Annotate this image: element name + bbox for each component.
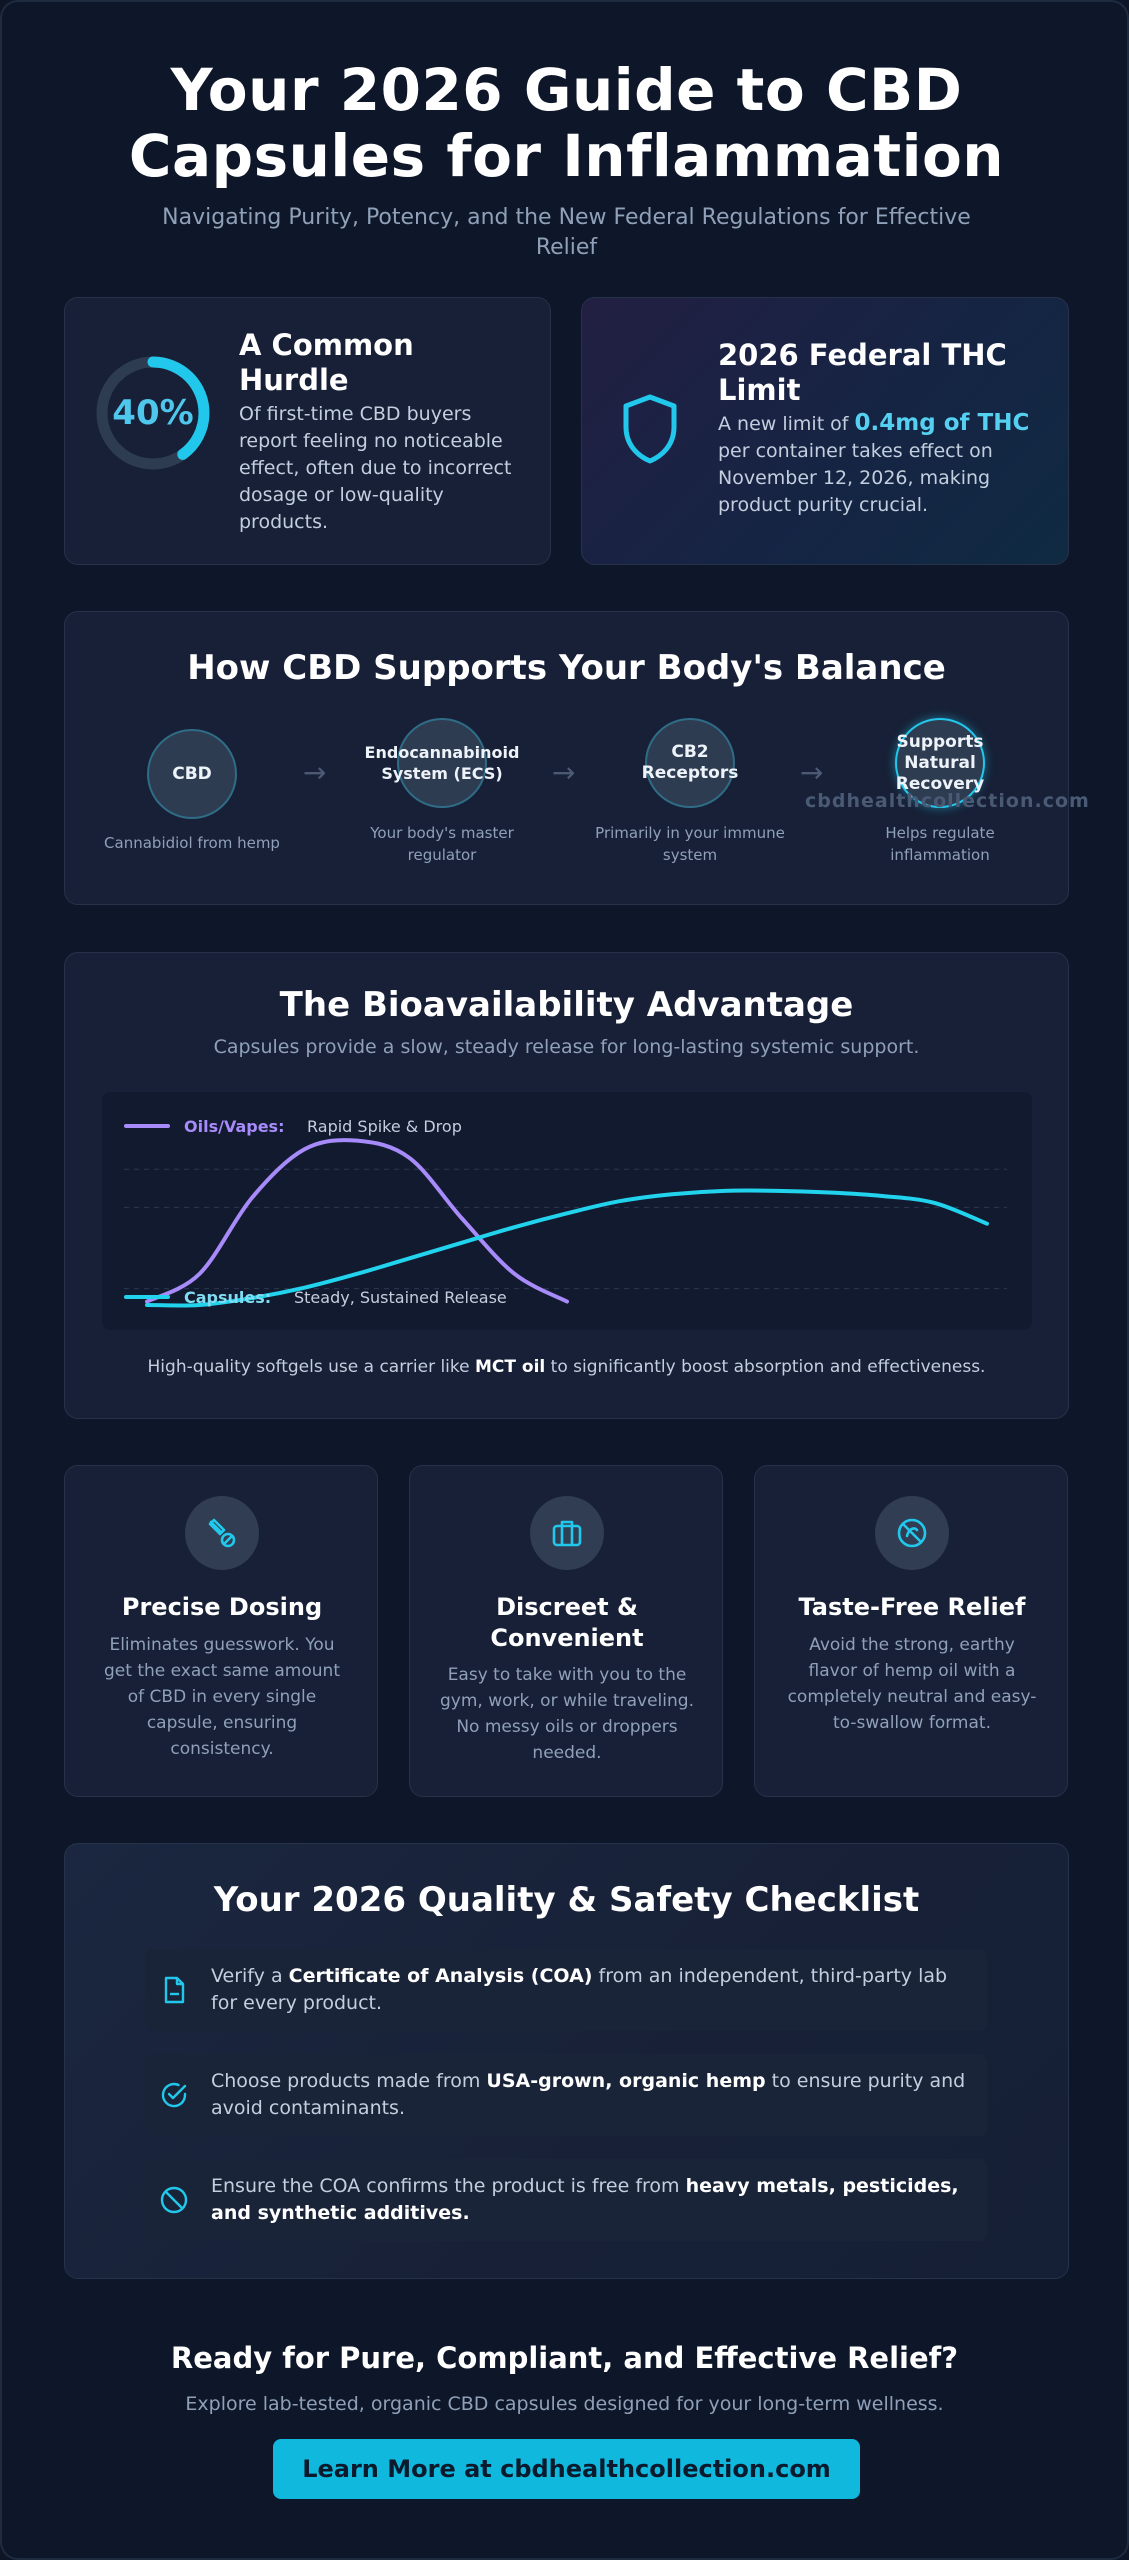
cta-subtitle: Explore lab-tested, organic CBD capsules… <box>185 2393 944 2415</box>
title-line-1: Your 2026 Guide to CBD <box>170 56 963 124</box>
checklist-text-start: Verify a <box>211 1965 289 1987</box>
feature-card-dosing: Precise Dosing Eliminates guesswork. You… <box>64 1465 378 1797</box>
arrow-right-icon: → <box>800 756 824 789</box>
node-cb2-caption: Primarily in your immune system <box>595 824 785 864</box>
checklist-text-bold: Certificate of Analysis (COA) <box>288 1965 593 1987</box>
thc-body-start: A new limit of <box>718 413 855 435</box>
ban-icon <box>160 2186 188 2214</box>
checklist-text: Verify a Certificate of Analysis (COA) f… <box>211 1963 971 2017</box>
learn-more-button[interactable]: Learn More at cbdhealthcollection.com <box>273 2439 860 2499</box>
thc-limit-title: 2026 Federal THC Limit <box>718 338 1007 407</box>
legend-oils-name: Oils/Vapes: <box>184 1117 284 1136</box>
checklist-item: Choose products made from USA-grown, org… <box>145 2054 987 2136</box>
feature-body: Easy to take with you to the gym, work, … <box>440 1665 694 1763</box>
checklist-text-start: Ensure the COA confirms the product is f… <box>211 2175 686 2197</box>
checklist-text-end: to ensure purity and avoid contaminants. <box>211 2070 966 2119</box>
pill-icon <box>185 1496 259 1570</box>
title-line-2: Capsules for Inflammation <box>128 122 1005 190</box>
checklist-section: Your 2026 Quality & Safety Checklist Ver… <box>64 1843 1069 2279</box>
checklist-text-bold: USA-grown, organic hemp <box>486 2070 766 2092</box>
feature-card-discreet: Discreet & Convenient Easy to take with … <box>409 1465 723 1797</box>
release-chart: Oils/Vapes: Rapid Spike & Drop Capsules:… <box>102 1092 1032 1330</box>
legend-capsules-name: Capsules: <box>184 1288 271 1307</box>
arrow-right-icon: → <box>303 756 327 789</box>
feature-title: Precise Dosing <box>121 1593 323 1621</box>
thc-highlight: 0.4mg of THC <box>854 410 1030 436</box>
ecs-section: How CBD Supports Your Body's Balance CBD… <box>64 611 1089 905</box>
legend-oils-desc: Rapid Spike & Drop <box>307 1117 462 1136</box>
feature-body: Avoid the strong, earthy flavor of hemp … <box>787 1635 1037 1733</box>
hurdle-body: Of first-time CBD buyers report feeling … <box>239 403 512 533</box>
page-subtitle: Navigating Purity, Potency, and the New … <box>162 205 971 260</box>
legend-capsules-desc: Steady, Sustained Release <box>294 1288 507 1307</box>
node-cbd-caption: Cannabidiol from hemp <box>104 834 280 852</box>
checklist-text-start: Choose products made from <box>211 2070 487 2092</box>
capsules-series-line <box>145 1188 989 1308</box>
checklist-item: Verify a Certificate of Analysis (COA) f… <box>145 1949 987 2031</box>
no-taste-icon <box>875 1496 949 1570</box>
briefcase-icon <box>530 1496 604 1570</box>
checklist-item: Ensure the COA confirms the product is f… <box>145 2159 987 2241</box>
bio-title: The Bioavailability Advantage <box>279 985 854 1025</box>
hurdle-card: 40% A Common Hurdle Of first-time CBD bu… <box>64 297 551 565</box>
thc-limit-card: 2026 Federal THC Limit A new limit of 0.… <box>581 297 1069 565</box>
node-cb2: CB2 Receptors <box>642 718 738 808</box>
oils-series-line <box>145 1138 569 1304</box>
bio-note-end: to significantly boost absorption and ef… <box>545 1357 986 1377</box>
release-chart-svg: Oils/Vapes: Rapid Spike & Drop Capsules:… <box>124 1117 1007 1308</box>
thc-limit-body: A new limit of 0.4mg of THC per containe… <box>718 410 1038 519</box>
ecs-title: How CBD Supports Your Body's Balance <box>187 648 946 688</box>
node-recovery-caption: Helps regulate inflammation <box>885 824 995 864</box>
check-circle-icon <box>161 2082 187 2108</box>
arrow-right-icon: → <box>552 756 576 789</box>
bio-note-bold: MCT oil <box>475 1357 546 1377</box>
hurdle-title: A Common Hurdle <box>239 328 414 397</box>
document-icon <box>164 1976 185 2004</box>
watermark-text: cbdhealthcollection.com <box>805 790 1090 812</box>
bio-note: High-quality softgels use a carrier like… <box>65 1357 1068 1377</box>
bioavailability-section: The Bioavailability Advantage Capsules p… <box>64 952 1069 1419</box>
feature-body: Eliminates guesswork. You get the exact … <box>104 1635 340 1759</box>
checklist-text-bold: heavy metals, pesticides, and synthetic … <box>211 2175 959 2224</box>
feature-card-taste: Taste-Free Relief Avoid the strong, eart… <box>754 1465 1068 1797</box>
hurdle-percent: 40% <box>112 393 194 433</box>
checklist-text-end: from an independent, third-party lab for… <box>211 1965 948 2014</box>
checklist-title: Your 2026 Quality & Safety Checklist <box>213 1880 920 1920</box>
shield-icon <box>623 394 677 464</box>
node-ecs-label: Endocannabinoid System (ECS) <box>364 743 520 783</box>
checklist-text: Ensure the COA confirms the product is f… <box>211 2173 971 2227</box>
node-ecs-caption: Your body's master regulator <box>370 824 514 864</box>
bio-subtitle: Capsules provide a slow, steady release … <box>213 1036 920 1058</box>
progress-ring <box>96 356 210 470</box>
node-recovery: Supports Natural Recovery <box>895 718 985 808</box>
thc-body-end: per container takes effect on November 1… <box>718 440 993 516</box>
page-title: Your 2026 Guide to CBD Capsules for Infl… <box>2 56 1127 190</box>
cta-title: Ready for Pure, Compliant, and Effective… <box>170 2341 959 2375</box>
header: Your 2026 Guide to CBD Capsules for Infl… <box>2 56 1127 263</box>
feature-title: Discreet & Convenient <box>490 1593 644 1652</box>
bio-note-start: High-quality softgels use a carrier like <box>147 1357 476 1377</box>
feature-title: Taste-Free Relief <box>798 1593 1026 1621</box>
node-cbd: CBD <box>147 729 237 819</box>
node-ecs <box>397 718 487 808</box>
checklist-text: Choose products made from USA-grown, org… <box>211 2068 971 2122</box>
